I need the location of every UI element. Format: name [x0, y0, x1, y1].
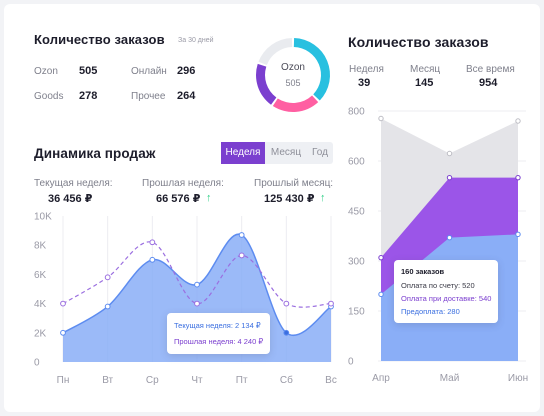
sales-point-last-week [149, 239, 156, 246]
orders-tooltip-prepaid: Предоплата: 280 [401, 307, 460, 316]
sales-point-last-week [328, 300, 334, 307]
sales-y-tick-label: 4K [34, 299, 47, 310]
orders-point [446, 234, 453, 241]
orders-x-tick-label: Июн [508, 373, 528, 384]
sales-point-last-week [283, 300, 290, 307]
tab-week[interactable]: Неделя [221, 142, 265, 164]
sales-y-tick-label: 0 [34, 358, 40, 369]
kv-value-online: 296 [177, 65, 196, 77]
kv-value-other: 264 [177, 90, 196, 102]
stat-last-week-label: Прошлая неделя: [142, 178, 224, 189]
orders-month-label: Месяц [410, 64, 441, 75]
sales-y-tick-label: 6K [34, 270, 47, 281]
orders-point [378, 291, 384, 298]
stat-current-week-value: 36 456 ₽ [48, 193, 93, 205]
orders-y-tick-label: 450 [348, 207, 365, 218]
orders-point [446, 150, 453, 157]
kv-value-ozon: 505 [79, 65, 98, 77]
sales-point-last-week [104, 274, 111, 281]
stat-last-month-label: Прошлый месяц: [254, 178, 334, 189]
orders-point [378, 254, 384, 261]
tooltip-last-week: Прошлая неделя: 4 240 ₽ [174, 337, 264, 346]
orders-right-title: Количество заказов [348, 34, 489, 50]
sales-y-tick-label: 2K [34, 328, 47, 339]
orders-point [515, 118, 521, 124]
orders-y-tick-label: 800 [348, 107, 365, 118]
kv-label-other: Прочее [131, 91, 166, 102]
orders-period: За 30 дней [178, 37, 214, 44]
sales-y-tick-label: 10K [34, 212, 52, 223]
tab-year[interactable]: Год [307, 142, 333, 164]
sales-x-tick-label: Вс [325, 375, 337, 386]
orders-point [515, 231, 521, 238]
sales-x-tick-label: Чт [191, 375, 203, 386]
orders-tooltip-title: 160 заказов [401, 267, 445, 276]
orders-x-tick-label: Апр [372, 373, 390, 384]
orders-tooltip: 160 заказов Оплата по счету: 520 Оплата … [394, 260, 499, 323]
orders-donut: Ozon 505 [256, 38, 330, 112]
sales-tooltip: Текущая неделя: 2 134 ₽ Прошлая неделя: … [167, 313, 271, 354]
sales-point-current-week [194, 281, 200, 288]
stat-last-week-value: 66 576 ₽ [156, 193, 201, 205]
tab-month[interactable]: Месяц [265, 142, 307, 164]
sales-x-tick-label: Ср [146, 375, 159, 386]
sales-x-tick-label: Пн [57, 375, 70, 386]
sales-y-tick-label: 8K [34, 241, 47, 252]
orders-y-tick-label: 0 [348, 357, 354, 368]
sales-point-current-week [60, 329, 66, 336]
orders-y-tick-label: 300 [348, 257, 365, 268]
sales-point-current-week [238, 232, 245, 238]
donut-segment-2 [256, 63, 277, 105]
stat-last-week-trend: ↑ [206, 192, 212, 204]
stat-last-month-value: 125 430 ₽ [264, 193, 315, 205]
sales-chart: 0 2K 4K 6K 8K 10K Пн Вт Ср Чт Пт Сб Вс [34, 212, 337, 387]
orders-tooltip-invoice: Оплата по счету: 520 [401, 281, 475, 290]
orders-left-title: Количество заказов [34, 32, 165, 47]
stat-current-week-label: Текущая неделя: [34, 178, 113, 189]
orders-week-label: Неделя [349, 64, 384, 75]
orders-y-tick-label: 150 [348, 307, 365, 318]
donut-segment-0 [293, 38, 330, 101]
kv-label-online: Онлайн [131, 66, 167, 77]
donut-segment-3 [258, 38, 293, 65]
orders-alltime-label: Все время [466, 64, 515, 75]
tooltip-current-week: Текущая неделя: 2 134 ₽ [174, 321, 261, 330]
sales-point-last-week [238, 252, 245, 259]
sales-point-current-week [104, 303, 111, 310]
orders-chart: 0 150 300 450 600 800 Апр Май Июн [348, 107, 528, 385]
kv-label-goods: Goods [34, 91, 64, 102]
sales-point-current-week [283, 329, 290, 336]
orders-point [378, 115, 384, 122]
orders-point [515, 174, 521, 181]
orders-month-value: 145 [415, 77, 434, 89]
orders-x-tick-label: Май [440, 373, 460, 384]
sales-point-current-week [149, 256, 156, 263]
donut-value: 505 [285, 78, 300, 88]
sales-point-last-week [194, 300, 200, 307]
orders-alltime-value: 954 [479, 77, 498, 89]
orders-week-value: 39 [358, 77, 371, 89]
orders-tooltip-delivery: Оплата при доставке: 540 [401, 294, 492, 303]
kv-label-ozon: Ozon [34, 66, 58, 77]
sales-title: Динамика продаж [34, 146, 156, 161]
sales-x-tick-label: Сб [280, 374, 293, 386]
sales-x-tick-label: Вт [102, 375, 113, 386]
donut-label: Ozon [281, 62, 305, 73]
stat-last-month-trend: ↑ [320, 192, 326, 204]
sales-point-last-week [60, 300, 66, 307]
orders-point [446, 174, 453, 181]
orders-y-tick-label: 600 [348, 157, 365, 168]
sales-x-tick-label: Пт [236, 375, 248, 386]
kv-value-goods: 278 [79, 90, 98, 102]
donut-segment-1 [272, 95, 319, 112]
